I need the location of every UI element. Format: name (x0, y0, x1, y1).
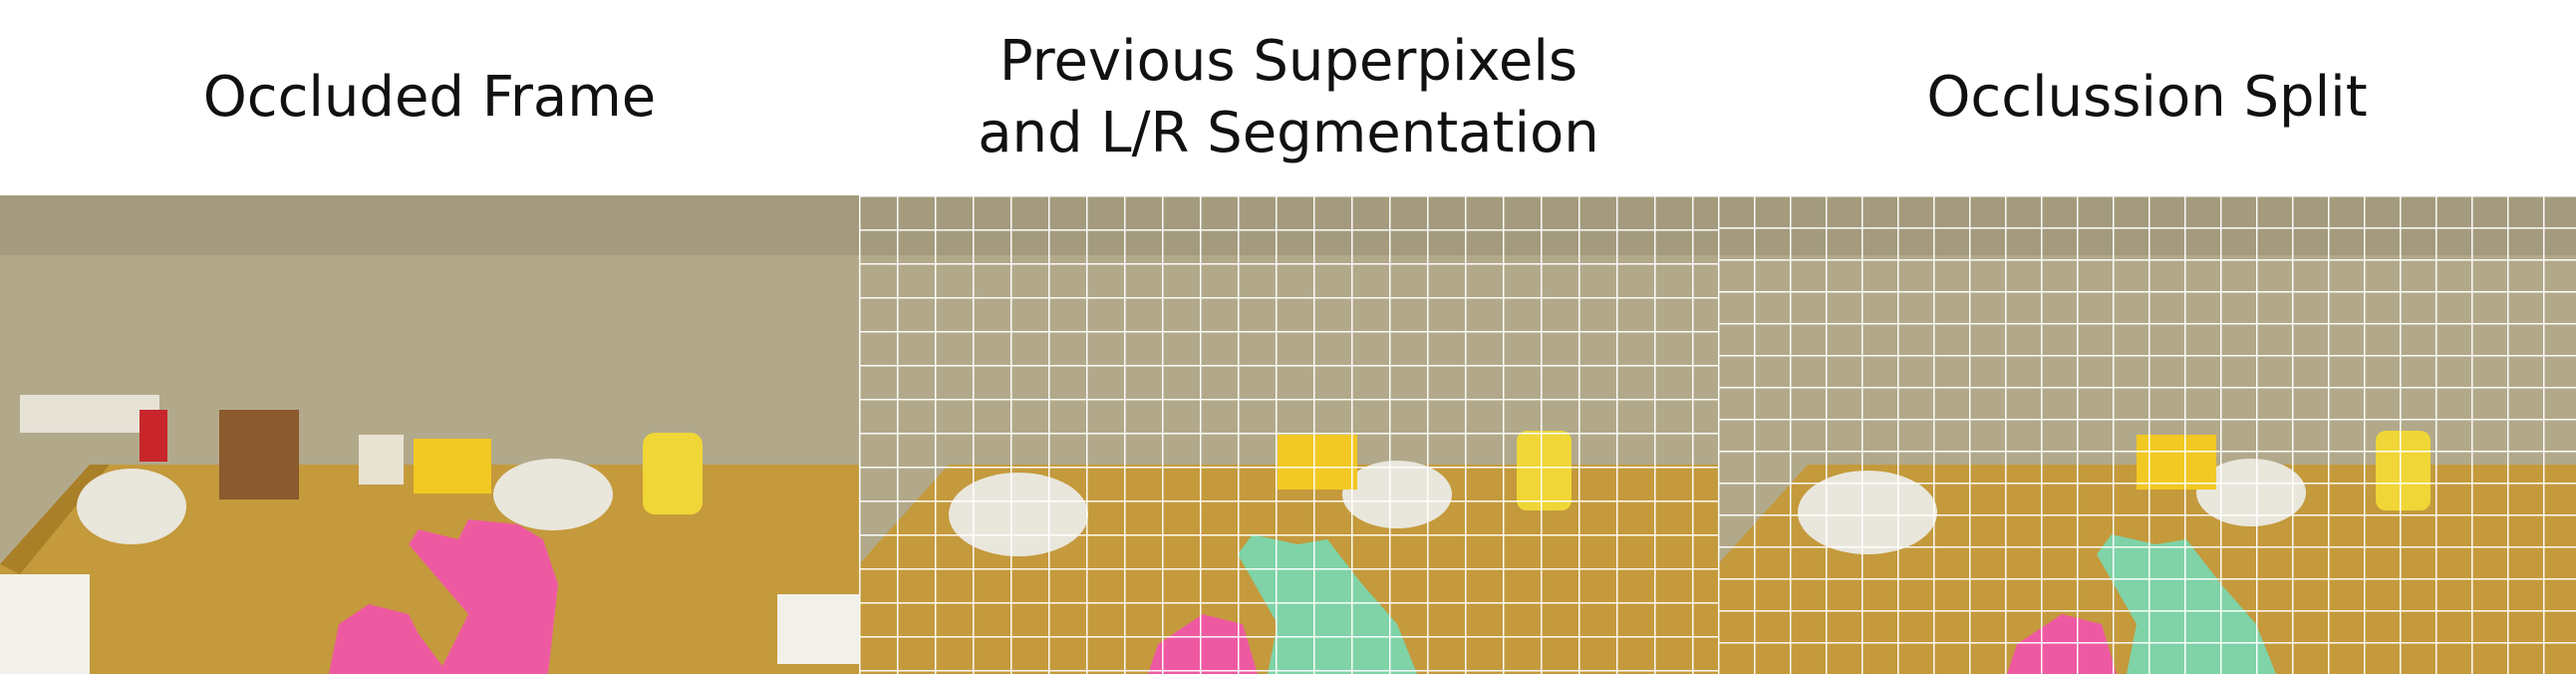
superpixel-boundaries (859, 195, 1718, 674)
wall-shadow (0, 195, 859, 255)
title-line-1: Previous Superpixels (999, 29, 1578, 94)
occluded-frame-image (0, 195, 859, 674)
occluded-frame-scene (0, 195, 859, 674)
cylinder-jar (643, 433, 703, 514)
occlussion-split-image (1718, 195, 2576, 674)
occlusion-split-scene (1718, 195, 2576, 674)
panel-title-occlussion-split: Occlussion Split (1926, 65, 2368, 130)
panel-title-previous-superpixels: Previous Superpixels and L/R Segmentatio… (859, 0, 1718, 195)
paper-sheet-right (777, 594, 859, 664)
previous-superpixels-image (859, 195, 1718, 674)
plate-right (493, 459, 613, 530)
panel-title-occluded-frame: Occluded Frame (202, 65, 657, 130)
hand-right-pink (409, 519, 558, 674)
plate-left (77, 469, 186, 544)
superpixel-scene (859, 195, 1718, 674)
yellow-box (414, 439, 491, 494)
red-cup (140, 410, 167, 462)
superpixel-boundaries (1718, 195, 2576, 674)
title-line-2: and L/R Segmentation (978, 101, 1599, 166)
bread-bag (219, 410, 299, 500)
hand-left-pink (329, 604, 448, 674)
desk (0, 465, 859, 674)
paper-sheet (0, 574, 90, 674)
power-strip (20, 395, 159, 433)
small-box (359, 435, 404, 485)
